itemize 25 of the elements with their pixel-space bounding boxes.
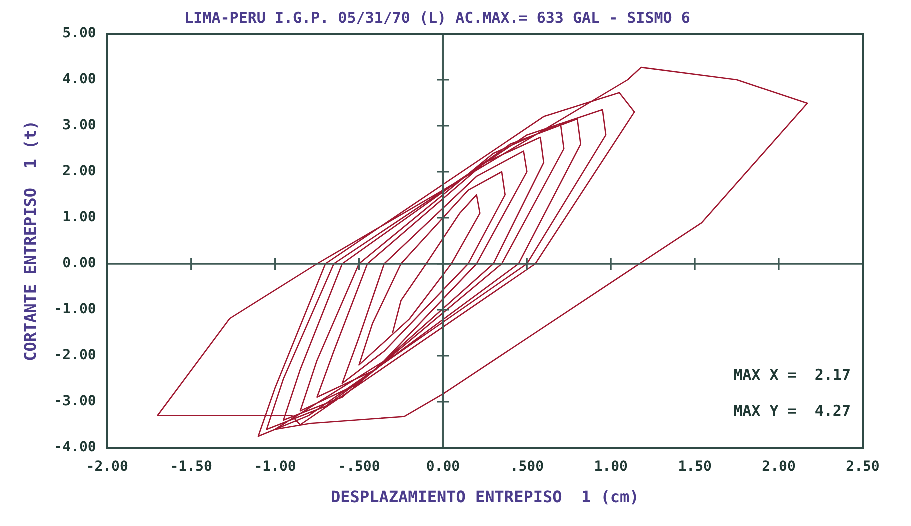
y-tick-label: 4.00 — [62, 72, 96, 88]
y-tick-label: 5.00 — [62, 26, 96, 42]
x-tick-label: 0.00 — [426, 459, 460, 476]
y-axis-title: CORTANTE ENTREPISO 1 (t) — [20, 120, 40, 362]
x-tick-label: -1.50 — [170, 459, 212, 476]
y-tick-label: 0.00 — [62, 256, 96, 272]
x-tick-label: -2.00 — [86, 459, 128, 476]
y-tick-label: -3.00 — [54, 394, 96, 410]
y-tick-label: -2.00 — [54, 348, 96, 364]
x-tick-label: 2.00 — [762, 459, 796, 476]
x-tick-label: 1.00 — [594, 459, 628, 476]
x-tick-label: .500 — [510, 459, 544, 476]
y-tick-label: 1.00 — [62, 210, 96, 226]
annotation: MAX X = 2.17 — [734, 366, 851, 384]
y-tick-label: -1.00 — [54, 302, 96, 318]
y-tick-label: 3.00 — [62, 118, 96, 134]
x-tick-label: 1.50 — [678, 459, 712, 476]
x-tick-label: 2.50 — [846, 459, 880, 476]
annotation: MAX Y = 4.27 — [734, 402, 851, 420]
chart-title: LIMA-PERU I.G.P. 05/31/70 (L) AC.MAX.= 633 GAL - SISMO 6 — [184, 8, 690, 27]
x-axis-title: DESPLAZAMIENTO ENTREPISO 1 (cm) — [331, 488, 640, 507]
x-tick-label: -.500 — [338, 459, 380, 476]
y-tick-label: -4.00 — [54, 440, 96, 456]
y-tick-label: 2.00 — [62, 164, 96, 180]
x-tick-label: -1.00 — [254, 459, 296, 476]
